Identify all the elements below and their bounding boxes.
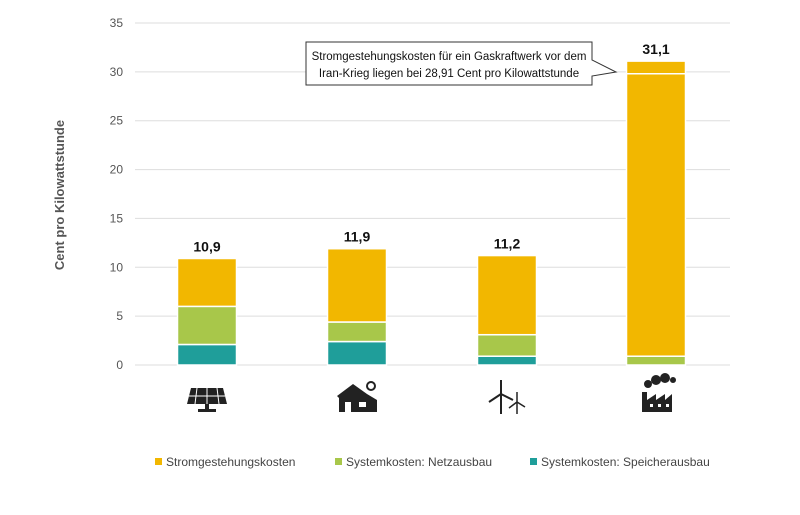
annotation-line-1: Stromgestehungskosten für ein Gaskraftwe… (312, 51, 587, 63)
y-tick-label: 35 (110, 16, 124, 30)
bar-segment (176, 343, 238, 366)
house-solar-icon (337, 381, 377, 412)
y-tick-label: 15 (110, 211, 124, 225)
legend-swatch (155, 458, 162, 465)
total-label: 11,2 (494, 236, 521, 252)
bar-segment (176, 257, 238, 308)
bar-segment (176, 305, 238, 346)
y-tick-label: 0 (116, 358, 123, 372)
total-label: 11,9 (344, 229, 371, 245)
y-tick-label: 25 (110, 114, 124, 128)
legend-swatch (530, 458, 537, 465)
bar-segment (476, 355, 538, 366)
y-tick-label: 20 (110, 163, 124, 177)
legend-label: Systemkosten: Speicherausbau (541, 455, 710, 469)
bar-segment (326, 321, 388, 343)
annotation: Stromgestehungskosten für ein Gaskraftwe… (305, 41, 618, 86)
legend-label: Stromgestehungskosten (166, 455, 295, 469)
bar-segment (625, 60, 687, 357)
annotation-line-2: Iran-Krieg liegen bei 28,91 Cent pro Kil… (319, 68, 579, 80)
y-tick-label: 5 (116, 309, 123, 323)
total-label: 31,1 (642, 41, 669, 57)
total-label: 10,9 (193, 238, 220, 254)
bar-segment (476, 333, 538, 357)
bar-segment (326, 247, 388, 323)
bar-segment (476, 254, 538, 336)
solar-panel-icon (187, 387, 227, 412)
wind-turbine-icon (488, 380, 526, 414)
legend-label: Systemkosten: Netzausbau (346, 455, 492, 469)
legend-swatch (335, 458, 342, 465)
gas-power-plant-icon (642, 373, 676, 412)
y-tick-label: 10 (110, 260, 124, 274)
bar-segment (326, 340, 388, 366)
y-axis-label: Cent pro Kilowattstunde (52, 120, 67, 270)
y-tick-label: 30 (110, 65, 124, 79)
bar-segment (625, 355, 687, 366)
